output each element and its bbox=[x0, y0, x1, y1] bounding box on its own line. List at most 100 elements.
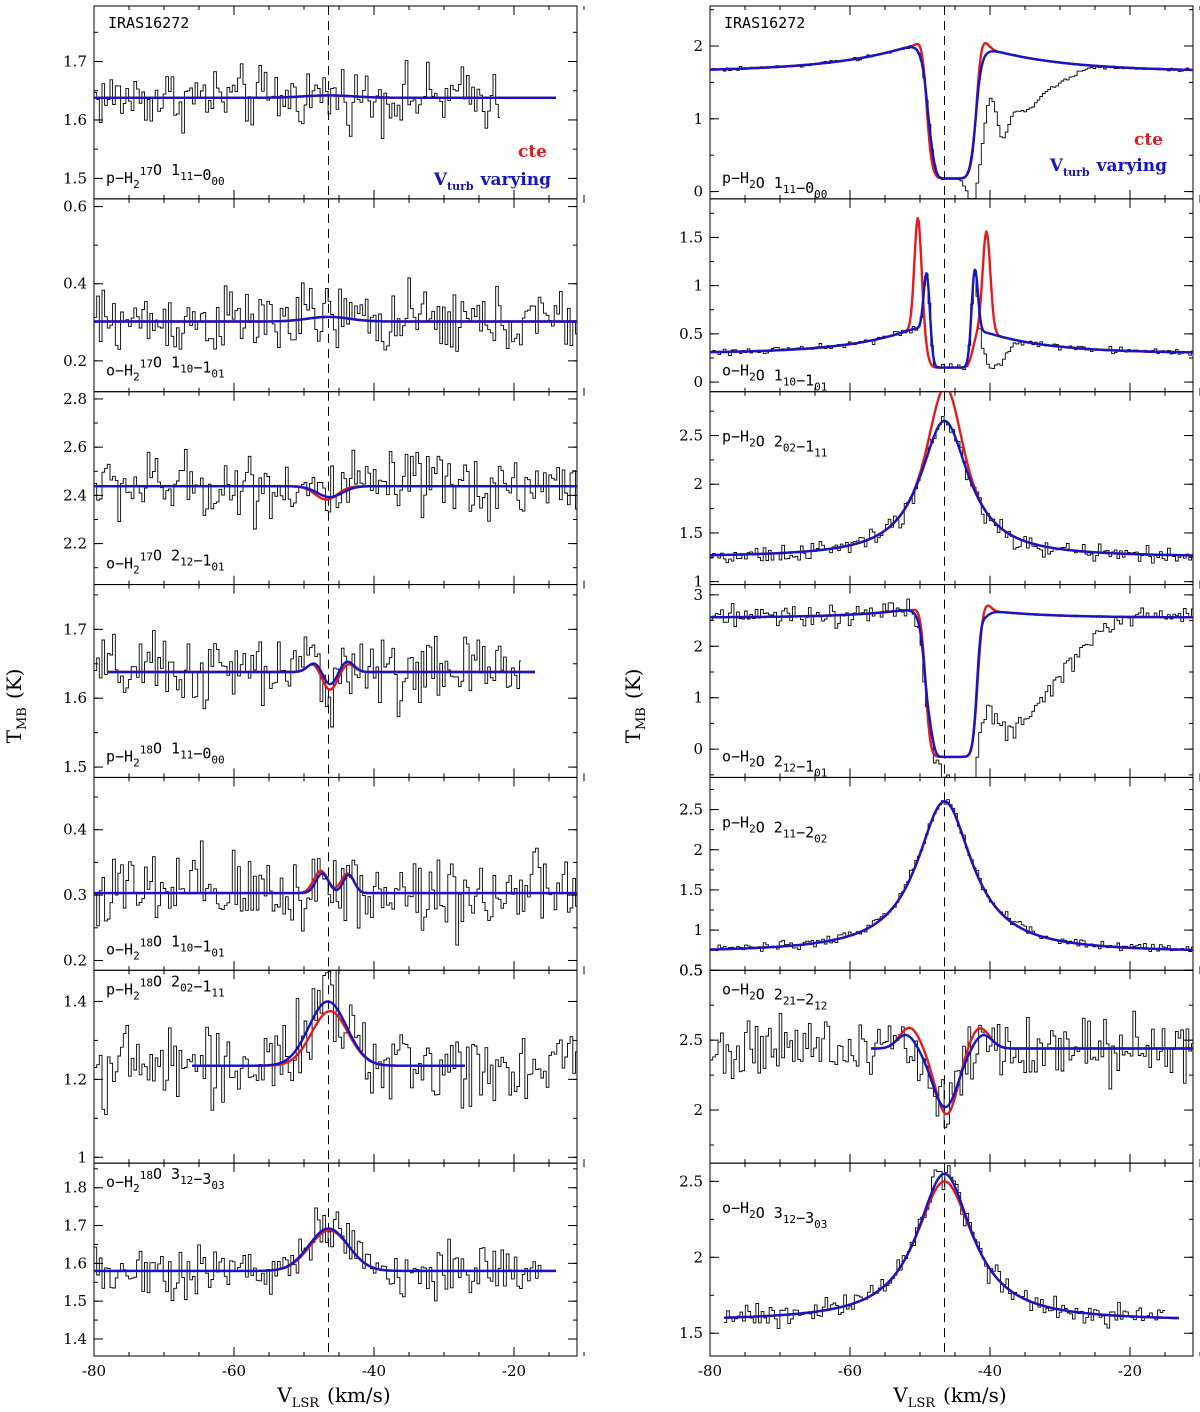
spectrum-panel: 1 1.2 1.4 p−H218O 202−111 bbox=[63, 969, 585, 1166]
y-tick-label: 1.5 bbox=[679, 1324, 703, 1342]
y-tick-label: 1 bbox=[693, 110, 703, 128]
panel-frame bbox=[93, 969, 578, 1164]
y-tick-label: 1.7 bbox=[63, 620, 87, 638]
y-tick-label: 1 bbox=[693, 921, 703, 939]
panel-frame bbox=[709, 584, 1194, 778]
y-tick-label: 1.7 bbox=[63, 53, 87, 71]
y-tick-label: 1.2 bbox=[63, 1070, 87, 1088]
y-tick-label: 2 bbox=[693, 1101, 703, 1119]
observed-spectrum bbox=[94, 840, 577, 946]
x-tick-label: -40 bbox=[978, 1362, 1002, 1380]
y-tick-label: 0.2 bbox=[63, 951, 87, 969]
x-tick-label: -80 bbox=[82, 1362, 106, 1380]
x-tick-label: -40 bbox=[362, 1362, 386, 1380]
transition-label: o−H2O 221−212 bbox=[722, 980, 827, 1012]
plot-area bbox=[94, 840, 577, 946]
observed-spectrum bbox=[94, 1207, 542, 1302]
model-vturb-curve bbox=[94, 94, 557, 99]
model-vturb-curve bbox=[723, 1172, 1180, 1320]
y-tick-label: 1 bbox=[693, 277, 703, 295]
model-vturb-curve bbox=[710, 609, 1193, 759]
transition-label: p−H2O 202−111 bbox=[722, 428, 827, 460]
y-tick-label: 1.4 bbox=[63, 992, 87, 1010]
y-tick-label: 0 bbox=[693, 740, 703, 758]
y-tick-label: 1.8 bbox=[63, 1179, 87, 1197]
model-vturb-curve bbox=[710, 45, 1193, 180]
transition-label: p−H218O 111−000 bbox=[106, 739, 225, 769]
y-tick-label: 0 bbox=[693, 183, 703, 201]
panel-frame bbox=[93, 1162, 578, 1357]
spectrum-panel: 0 1 2 3 o−H2O 212−101 bbox=[693, 584, 1200, 779]
source-label: IRAS16272 bbox=[108, 14, 189, 32]
panel-frame bbox=[709, 198, 1194, 393]
model-vturb-curve bbox=[710, 268, 1193, 369]
transition-label: o−H218O 312−303 bbox=[106, 1165, 225, 1195]
y-axis-title-right: TMB(K) bbox=[621, 669, 649, 744]
y-tick-label: 2.6 bbox=[63, 438, 87, 456]
y-tick-label: 0.5 bbox=[679, 325, 703, 343]
plot-area bbox=[94, 630, 536, 728]
y-tick-label: 2 bbox=[693, 37, 703, 55]
observed-spectrum bbox=[94, 60, 500, 139]
legend-cte: cte bbox=[1134, 130, 1163, 150]
model-cte-curve bbox=[107, 663, 536, 691]
y-tick-label: 0.5 bbox=[679, 961, 703, 979]
plot-area bbox=[94, 970, 577, 1115]
y-tick-label: 1.5 bbox=[679, 881, 703, 899]
model-cte-curve bbox=[710, 604, 1193, 759]
spectrum-panel: 0 1 2 p−H2O 111−000 IRAS16272 cte Vturb varying bbox=[693, 5, 1200, 201]
y-tick-label: 1.5 bbox=[63, 1292, 87, 1310]
x-tick-label: -20 bbox=[502, 1362, 526, 1380]
plot-area bbox=[723, 1165, 1180, 1329]
spectrum-panel: 1.4 1.5 1.6 1.7 1.8 -80 -60 -40 -20 o−H218O 312−3… bbox=[63, 1162, 585, 1380]
observed-spectrum bbox=[94, 970, 577, 1115]
plot-area bbox=[94, 1207, 557, 1302]
y-tick-label: 0.3 bbox=[63, 886, 87, 904]
model-cte-curve bbox=[94, 485, 577, 501]
y-tick-label: 1 bbox=[693, 689, 703, 707]
y-tick-label: 1.6 bbox=[63, 689, 87, 707]
y-tick-label: 2 bbox=[693, 637, 703, 655]
model-vturb-curve bbox=[710, 800, 1193, 952]
x-tick-label: -60 bbox=[838, 1362, 862, 1380]
spectrum-panel: 1.5 1.6 1.7 p−H217O 111−000 IRAS16272 cte Vtur… bbox=[63, 5, 585, 200]
y-tick-label: 3 bbox=[693, 586, 703, 604]
y-tick-label: 2.5 bbox=[679, 801, 703, 819]
spectrum-panel: 1.5 1.6 1.7 p−H218O 111−000 bbox=[63, 584, 585, 778]
transition-label: o−H217O 110−101 bbox=[106, 354, 225, 384]
spectrum-panel: 0.2 0.4 0.6 o−H217O 110−101 bbox=[63, 198, 585, 393]
y-tick-label: 1.7 bbox=[63, 1217, 87, 1235]
observed-spectrum bbox=[710, 273, 1193, 371]
spectrum-panel: 0 0.5 1 1.5 o−H2O 110−101 bbox=[679, 198, 1200, 394]
model-vturb-curve bbox=[191, 1000, 466, 1067]
y-tick-label: 2.4 bbox=[63, 486, 87, 504]
spectrum-panel: 0.5 1 1.5 2 2.5 p−H2O 211−202 bbox=[679, 776, 1200, 979]
spectrum-panel: 2.2 2.4 2.6 2.8 o−H217O 212−101 bbox=[63, 390, 585, 586]
y-tick-label: 1 bbox=[77, 1148, 87, 1166]
transition-label: p−H218O 202−111 bbox=[106, 972, 225, 1002]
x-tick-label: -20 bbox=[1118, 1362, 1142, 1380]
y-tick-label: 2.5 bbox=[679, 427, 703, 445]
y-tick-label: 0 bbox=[693, 373, 703, 391]
model-vturb-curve bbox=[94, 872, 577, 895]
plot-area bbox=[710, 799, 1193, 952]
panels-group: 1.5 1.6 1.7 p−H217O 111−000 IRAS16272 cte Vtur… bbox=[63, 5, 1200, 1380]
model-vturb-curve bbox=[94, 485, 577, 499]
y-tick-label: 1.5 bbox=[63, 169, 87, 187]
plot-area bbox=[710, 41, 1193, 199]
x-tick-label: -80 bbox=[698, 1362, 722, 1380]
spectrum-panel: 2 2.5 0.5 o−H2O 221−212 bbox=[679, 961, 1200, 1164]
observed-spectrum bbox=[94, 630, 521, 728]
y-tick-label: 1 bbox=[693, 573, 703, 591]
source-label: IRAS16272 bbox=[724, 14, 805, 32]
transition-label: o−H218O 110−101 bbox=[106, 932, 225, 962]
y-tick-label: 2 bbox=[693, 1248, 703, 1266]
y-tick-label: 2.5 bbox=[679, 1031, 703, 1049]
x-axis-title-left: VLSR (km/s) bbox=[276, 1383, 390, 1411]
y-tick-label: 0.2 bbox=[63, 352, 87, 370]
y-tick-label: 0.6 bbox=[63, 198, 87, 216]
model-cte-curve bbox=[723, 1180, 1180, 1320]
model-vturb-curve bbox=[94, 315, 577, 323]
observed-spectrum bbox=[94, 277, 577, 352]
